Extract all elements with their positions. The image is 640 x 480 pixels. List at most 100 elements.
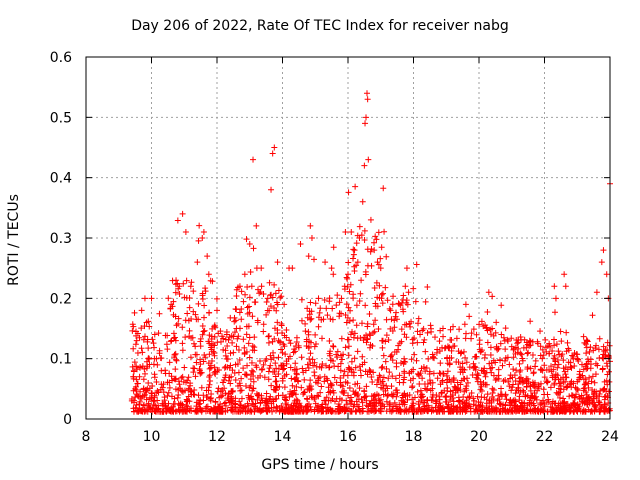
data-point	[197, 338, 204, 345]
data-point	[129, 363, 136, 370]
data-point	[265, 339, 272, 346]
data-point	[445, 401, 452, 408]
data-point	[183, 277, 190, 284]
data-point	[389, 301, 396, 308]
data-point	[415, 315, 422, 322]
data-point	[595, 346, 602, 353]
data-point	[524, 402, 531, 409]
data-point	[175, 315, 182, 322]
data-point	[448, 347, 455, 354]
data-point	[444, 376, 451, 383]
data-point	[323, 305, 330, 312]
data-point	[201, 352, 208, 359]
y-tick-label: 0	[63, 412, 72, 428]
data-point	[450, 323, 457, 330]
data-point	[386, 305, 393, 312]
data-point	[352, 364, 359, 371]
data-point	[540, 352, 547, 359]
data-point	[361, 237, 368, 244]
data-point	[531, 379, 538, 386]
data-point	[326, 364, 333, 371]
data-point	[605, 368, 612, 375]
data-point	[570, 380, 577, 387]
data-point	[502, 376, 509, 383]
data-point	[479, 406, 486, 413]
data-point	[272, 373, 279, 380]
data-point	[364, 408, 371, 415]
data-point	[484, 339, 491, 346]
data-point	[275, 392, 282, 399]
data-point	[202, 288, 209, 295]
data-point	[476, 321, 483, 328]
data-point	[254, 374, 261, 381]
data-point	[517, 389, 524, 396]
data-point	[227, 362, 234, 369]
data-point	[222, 336, 229, 343]
data-point	[134, 350, 141, 357]
data-point	[425, 355, 432, 362]
data-point	[154, 406, 161, 413]
data-point	[131, 359, 138, 366]
data-point	[417, 331, 424, 338]
data-point	[318, 383, 325, 390]
data-point	[172, 366, 179, 373]
data-point	[407, 377, 414, 384]
data-point	[572, 384, 579, 391]
data-point	[361, 162, 368, 169]
data-point	[557, 389, 564, 396]
data-point	[178, 374, 185, 381]
data-point	[414, 388, 421, 395]
data-point	[206, 332, 213, 339]
data-point	[571, 402, 578, 409]
data-point	[331, 363, 338, 370]
data-point	[263, 299, 270, 306]
data-point	[133, 391, 140, 398]
data-point	[139, 349, 146, 356]
data-point	[409, 396, 416, 403]
data-point	[537, 408, 544, 415]
data-point	[145, 355, 152, 362]
data-point	[174, 217, 181, 224]
data-point	[530, 381, 537, 388]
data-point	[371, 247, 378, 254]
data-point	[136, 334, 143, 341]
data-point	[542, 344, 549, 351]
data-point	[163, 341, 170, 348]
data-point	[212, 368, 219, 375]
data-point	[426, 377, 433, 384]
data-point	[232, 376, 239, 383]
data-point	[245, 407, 252, 414]
data-point	[484, 391, 491, 398]
data-point	[444, 368, 451, 375]
data-point	[271, 144, 278, 151]
data-point	[133, 328, 140, 335]
data-point	[558, 338, 565, 345]
data-point	[356, 235, 363, 241]
data-point	[263, 356, 270, 363]
data-point	[248, 367, 255, 374]
data-point	[476, 404, 483, 411]
data-point	[353, 322, 360, 329]
data-point	[514, 340, 521, 347]
data-point	[250, 245, 257, 252]
data-point	[283, 327, 290, 334]
data-point	[498, 331, 505, 338]
data-point	[326, 364, 333, 371]
data-point	[423, 364, 430, 371]
data-point	[404, 396, 411, 403]
data-point	[438, 390, 445, 397]
data-point	[275, 370, 282, 377]
data-point	[151, 331, 158, 338]
data-point	[224, 343, 231, 350]
data-point	[243, 323, 250, 330]
data-point	[588, 407, 595, 414]
data-point	[583, 365, 590, 372]
data-point	[329, 316, 336, 323]
data-point	[307, 222, 314, 229]
data-point	[194, 259, 201, 266]
data-point	[382, 358, 389, 365]
data-markers	[128, 90, 613, 415]
data-point	[417, 387, 424, 394]
data-point	[288, 375, 295, 382]
data-point	[583, 350, 590, 357]
